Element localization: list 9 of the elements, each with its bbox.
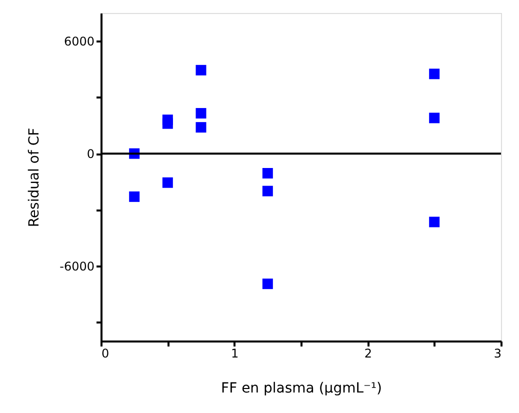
y-tick-label: 0: [86, 147, 94, 162]
x-tick-label: 0: [102, 346, 110, 360]
x-tick-label: 3: [494, 346, 502, 360]
x-tick-label: 1: [231, 346, 239, 360]
x-axis-title: FF en plasma (µgmL⁻¹): [221, 380, 382, 396]
y-axis-title: Residual of CF: [26, 128, 43, 228]
y-tick-label: -6000: [60, 260, 94, 274]
y-tick-label: 6000: [64, 34, 94, 49]
x-tick-label: 2: [364, 346, 372, 360]
